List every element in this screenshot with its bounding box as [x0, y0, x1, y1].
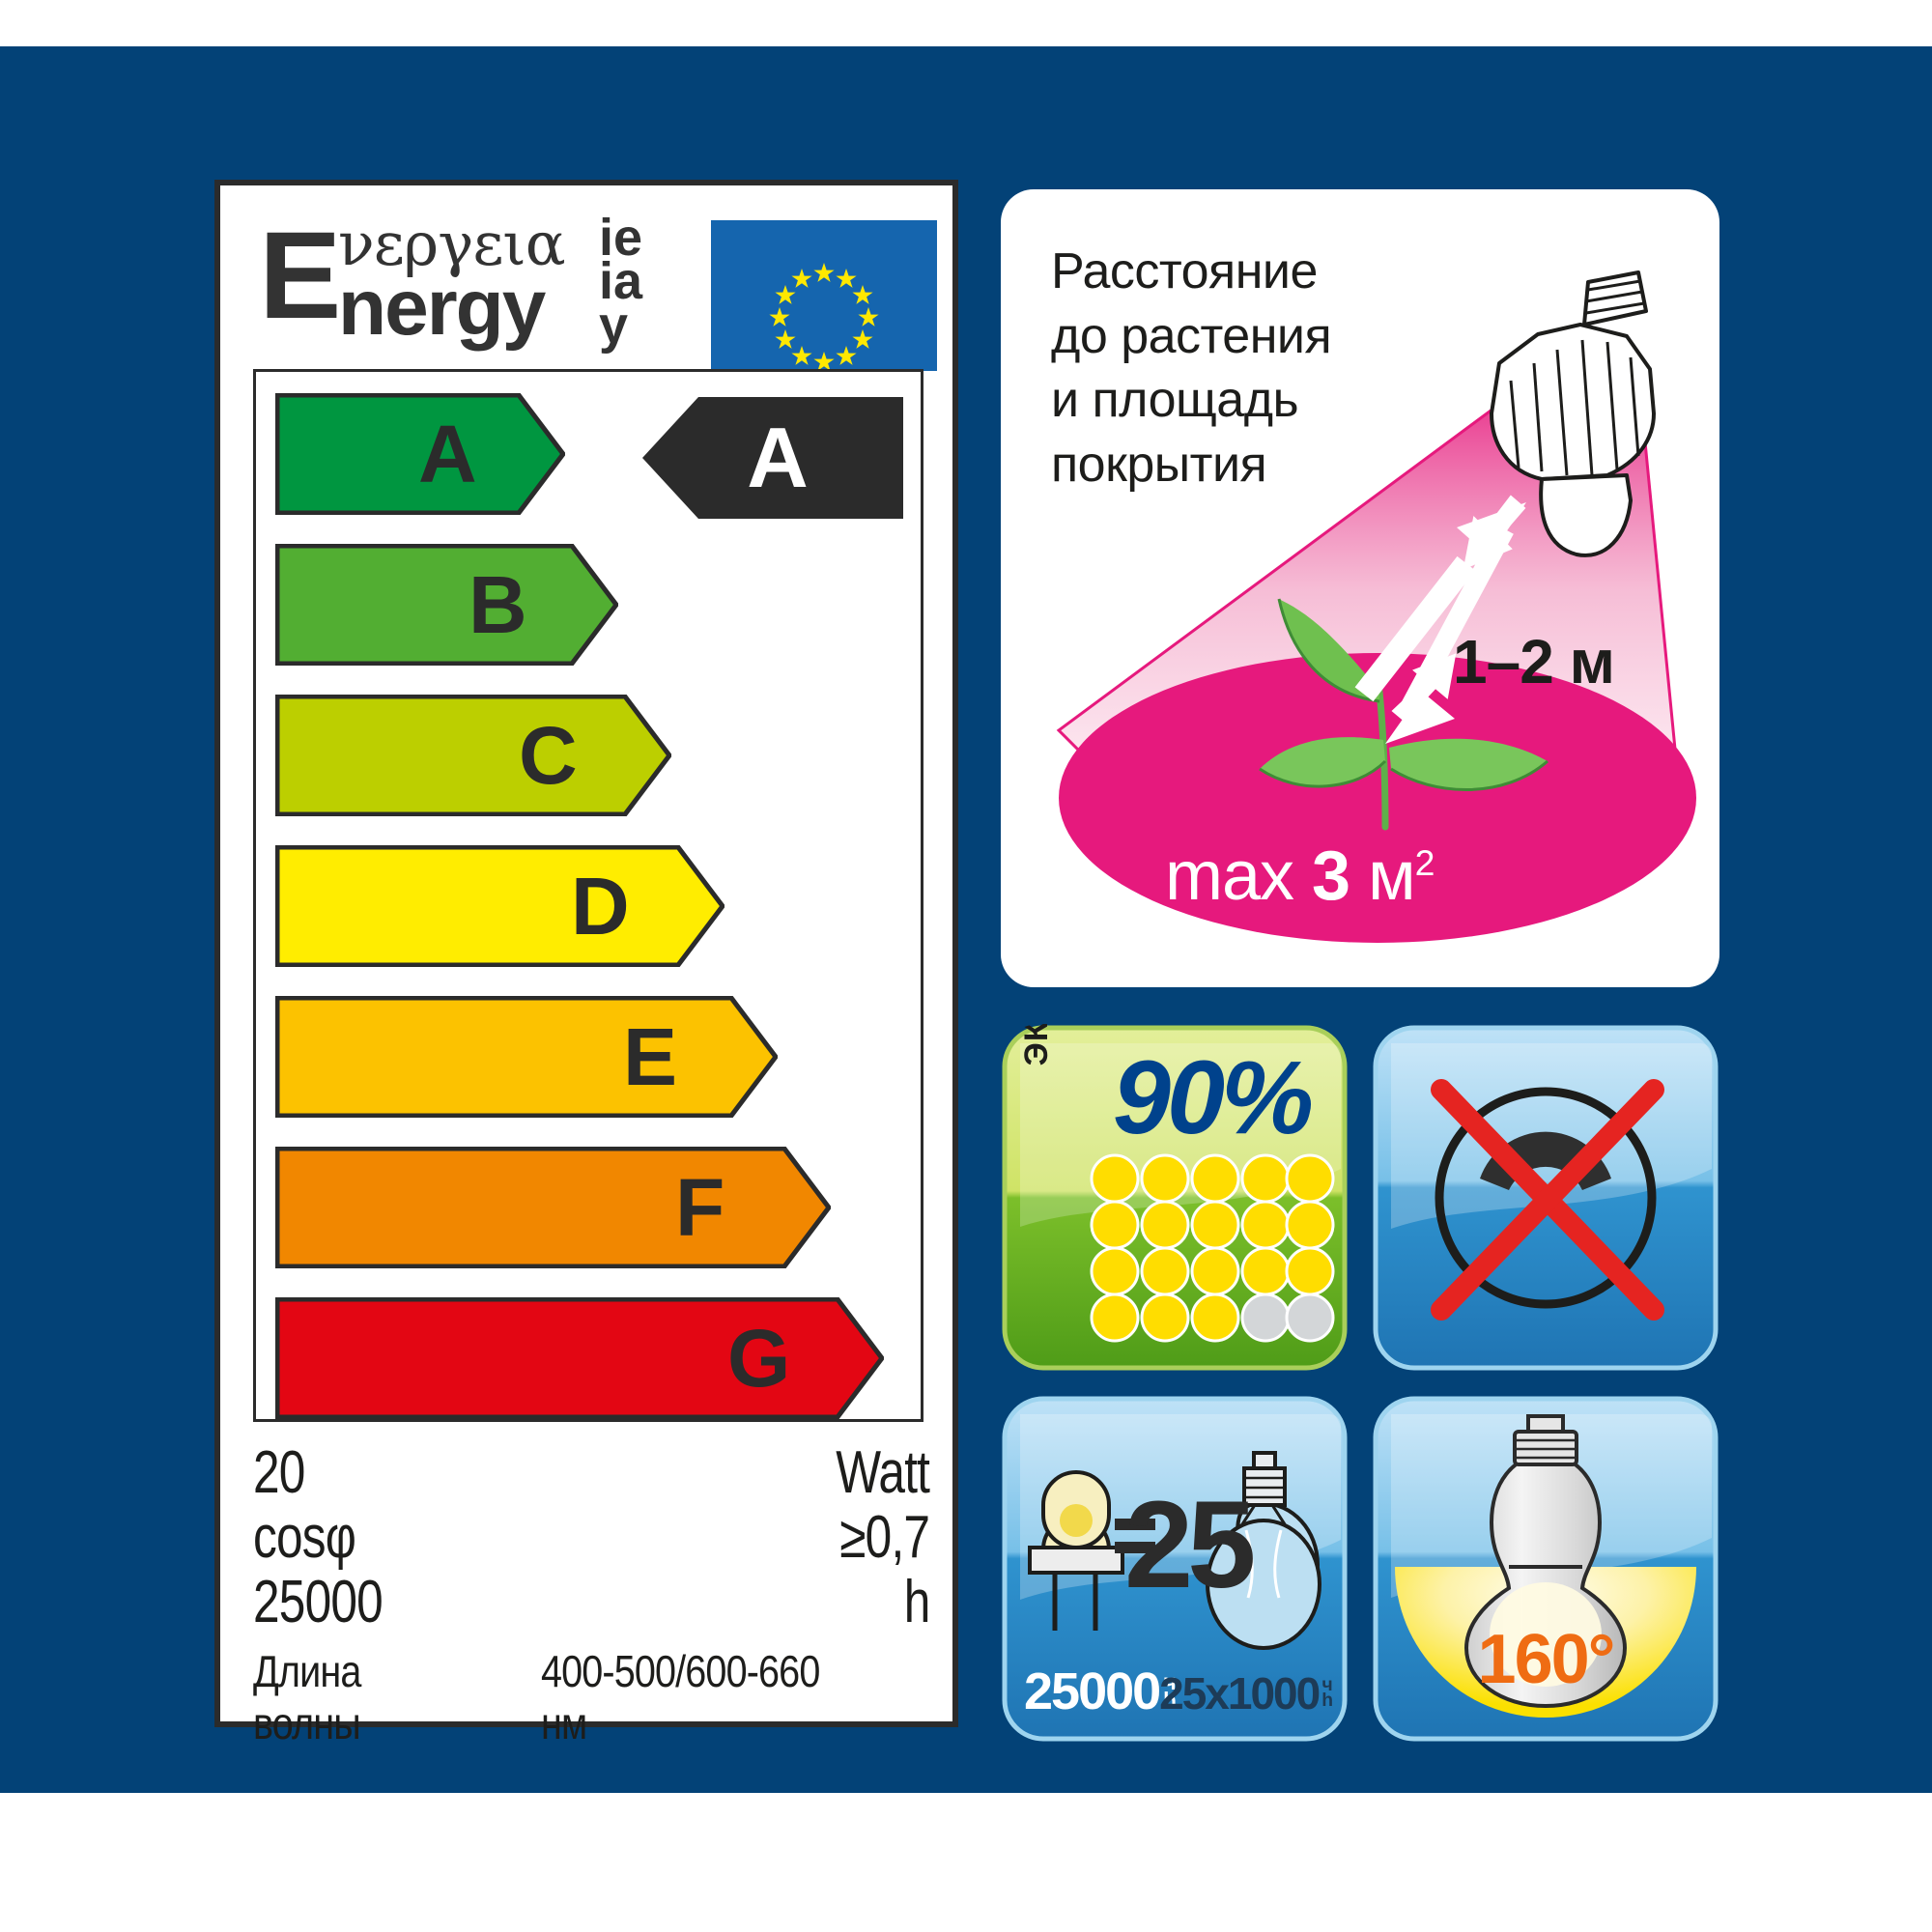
lifetime-hours-value: 25000	[1024, 1662, 1161, 1720]
logo-language-stack: ie ia y	[599, 209, 667, 355]
energy-class-letter-c: C	[519, 710, 578, 801]
coverage-distance-label: 1–2 м	[1453, 627, 1615, 696]
energy-logo: E νεργεια nergy ie ia y	[259, 209, 665, 354]
energy-class-bar-c: C	[275, 695, 671, 816]
energy-class-bar-d: D	[275, 845, 724, 967]
lifetime-hours-unit-cyr: ч	[1163, 1669, 1177, 1695]
spec-power-value: 20	[253, 1439, 305, 1506]
no-dimmer-icon	[1373, 1025, 1719, 1371]
energy-class-letter-g: G	[727, 1313, 791, 1404]
lifetime-hours-unit-lat: h	[1163, 1688, 1177, 1713]
lamp-bulb-icon	[1463, 1414, 1628, 1709]
spec-row-power: 20 Watt	[253, 1439, 930, 1506]
lifetime-comparison: 25x1000 ч h	[1159, 1668, 1333, 1719]
energy-class-bar-a: A	[275, 393, 565, 515]
lifetime-badge-background	[1002, 1396, 1348, 1742]
lifetime-hours: 25000 ч h	[1024, 1662, 1177, 1720]
spec-cosphi-value: ≥0,7	[839, 1503, 930, 1571]
coverage-area-unit: м	[1368, 838, 1415, 915]
logo-stack-ia: ia	[599, 252, 643, 311]
lifetime-hours-unit: ч h	[1163, 1669, 1177, 1713]
spec-wavelength-value: 400-500/600-660 нм	[541, 1645, 820, 1748]
coverage-title-line-4: покрытия	[1051, 436, 1267, 493]
lifetime-comparison-unit: ч h	[1321, 1675, 1333, 1711]
beam-angle-value: 160°	[1477, 1621, 1616, 1698]
eco-percent-label: 90%	[1112, 1038, 1314, 1155]
spec-cosphi-label: cosφ	[253, 1503, 356, 1571]
spec-row-lifetime: 25000 h	[253, 1568, 930, 1635]
logo-latin-word: nergy	[338, 264, 546, 352]
logo-stack-y: y	[599, 296, 629, 355]
coverage-area-exponent: 2	[1414, 842, 1435, 883]
energy-rating-letter: A	[747, 410, 809, 505]
spec-power-unit: Watt	[836, 1439, 930, 1506]
beam-angle-badge: 160°	[1372, 1395, 1719, 1743]
eco-vertical-label: ЭКОНОМИЯ ДО	[1018, 1024, 1057, 1070]
coverage-illustration	[1056, 270, 1696, 943]
energy-class-bar-b: B	[275, 544, 618, 666]
logo-greek-word: νεργεια	[338, 209, 566, 279]
lifetime-badge: 25 25000 ч h 25x1000 ч h	[1001, 1395, 1349, 1743]
spec-row-cosphi: cosφ ≥0,7	[253, 1503, 930, 1571]
energy-label-specs: 20 Watt cosφ ≥0,7 25000 h Длина волны 40…	[253, 1439, 930, 1749]
spec-wavelength-label: Длина волны	[253, 1645, 361, 1748]
spec-lifetime-unit: h	[903, 1568, 930, 1635]
energy-class-scale: A B C D E F	[253, 369, 923, 1422]
energy-class-letter-a: A	[418, 409, 477, 499]
energy-label-header: E νεργεια nergy ie ia y	[220, 185, 952, 371]
energy-class-bar-e: E	[275, 996, 778, 1118]
lifetime-comparison-value: 25x1000	[1159, 1668, 1321, 1719]
spec-lifetime-value: 25000	[253, 1568, 384, 1635]
not-dimmable-badge	[1372, 1024, 1719, 1372]
energy-saving-badge: ЭКОНОМИЯ ДО 90%	[1001, 1024, 1349, 1372]
coverage-area-value: 3	[1312, 838, 1350, 915]
coverage-title-line-2: до растения	[1051, 307, 1332, 364]
logo-big-letter: E	[259, 207, 341, 345]
energy-class-letter-d: D	[571, 861, 630, 952]
energy-class-bar-f: F	[275, 1147, 831, 1268]
energy-class-letter-f: F	[675, 1162, 725, 1253]
energy-class-bar-g: G	[275, 1297, 884, 1419]
energy-rating-badge: A	[642, 395, 903, 521]
lifetime-multiplier: 25	[1124, 1476, 1256, 1614]
energy-label-card: E νεργεια nergy ie ia y	[214, 180, 958, 1748]
incandescent-bulb-icon	[1206, 1451, 1321, 1650]
coverage-area-label: max 3 м2	[1165, 837, 1435, 916]
coverage-title-line-1: Расстояние	[1051, 243, 1318, 299]
eu-flag-icon	[711, 220, 937, 371]
lifetime-comparison-unit-lat: h	[1321, 1690, 1333, 1711]
energy-class-letter-b: B	[469, 559, 527, 650]
beam-angle-illustration	[1373, 1396, 1719, 1742]
energy-class-letter-e: E	[623, 1011, 678, 1102]
coverage-title: Расстояние до растения и площадь покрыти…	[1051, 240, 1370, 497]
coverage-area-prefix: max	[1165, 838, 1313, 915]
lifetime-comparison-unit-cyr: ч	[1321, 1675, 1332, 1696]
led-diode-icon	[1028, 1470, 1124, 1631]
logo-stack-ie: ie	[599, 209, 643, 267]
spec-row-wavelength: Длина волны 400-500/600-660 нм	[253, 1645, 929, 1749]
coverage-panel: Расстояние до растения и площадь покрыти…	[1001, 189, 1719, 987]
coverage-title-line-3: и площадь	[1051, 372, 1299, 429]
